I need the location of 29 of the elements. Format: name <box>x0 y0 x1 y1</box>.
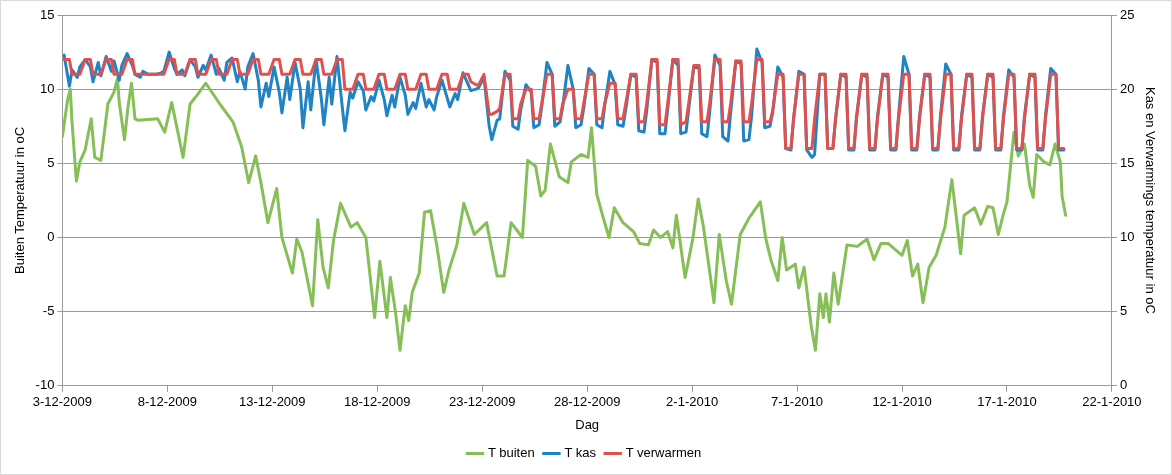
legend-label: T buiten <box>487 445 535 461</box>
x-tick-label: 2-1-2010 <box>666 394 719 410</box>
x-tick-label: 3-12-2009 <box>32 394 93 410</box>
x-axis-title: Dag <box>575 416 600 432</box>
y-tick-label: 0 <box>47 229 55 245</box>
x-tick-label: 23-12-2009 <box>448 394 516 410</box>
y2-axis-title: Kas en Verwarmings temperatuur in oC <box>1142 86 1158 314</box>
y-tick-label: 10 <box>39 80 55 96</box>
x-tick-label: 17-1-2010 <box>977 394 1037 410</box>
x-tick-label: 18-12-2009 <box>344 394 411 410</box>
y2-tick-label: 5 <box>1119 303 1128 319</box>
x-tick-label: 22-1-2010 <box>1082 394 1142 410</box>
y2-tick-label: 0 <box>1119 377 1128 393</box>
x-tick-label: 13-12-2009 <box>239 394 306 410</box>
y-tick-label: -5 <box>42 303 55 319</box>
y-tick-label: 5 <box>47 154 55 170</box>
y2-tick-label: 15 <box>1119 154 1135 170</box>
x-tick-label: 28-12-2009 <box>553 394 621 410</box>
x-tick-label: 8-12-2009 <box>137 394 197 410</box>
y-tick-label: -10 <box>35 377 55 393</box>
y2-tick-label: 25 <box>1119 6 1135 22</box>
y2-tick-label: 20 <box>1119 80 1135 96</box>
legend-label: T kas <box>564 445 597 461</box>
y-tick-label: 15 <box>39 6 55 22</box>
y-axis-title: Buiten Temperatuur in oC <box>12 126 28 274</box>
x-tick-label: 7-1-2010 <box>771 394 824 410</box>
x-tick-label: 12-1-2010 <box>872 394 932 410</box>
y2-tick-label: 10 <box>1119 229 1135 245</box>
legend-label: T verwarmen <box>625 445 702 461</box>
